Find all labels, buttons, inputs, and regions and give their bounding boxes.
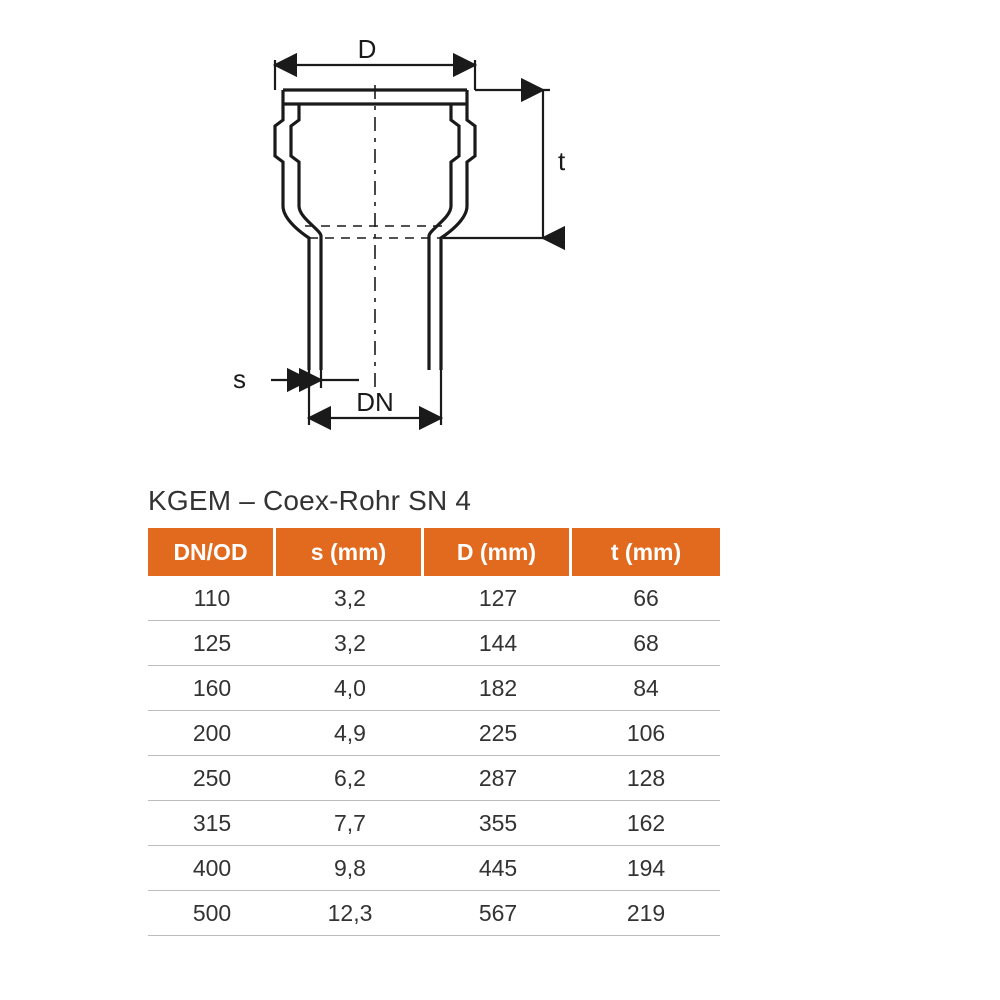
table-cell: 567 <box>424 891 572 936</box>
table-cell: 7,7 <box>276 801 424 846</box>
table-title: KGEM – Coex-Rohr SN 4 <box>148 485 471 517</box>
table-cell: 194 <box>572 846 720 891</box>
table-cell: 200 <box>148 711 276 756</box>
table-cell: 84 <box>572 666 720 711</box>
spec-table: DN/OD s (mm) D (mm) t (mm) 1103,21276612… <box>148 528 720 936</box>
table-cell: 68 <box>572 621 720 666</box>
pipe-diagram: D t DN s <box>175 30 645 450</box>
table-cell: 4,9 <box>276 711 424 756</box>
table-header-row: DN/OD s (mm) D (mm) t (mm) <box>148 528 720 576</box>
table-cell: 4,0 <box>276 666 424 711</box>
table-cell: 106 <box>572 711 720 756</box>
dim-label-t: t <box>558 146 566 176</box>
table-cell: 162 <box>572 801 720 846</box>
table-row: 1253,214468 <box>148 621 720 666</box>
col-header-dn-od: DN/OD <box>148 528 276 576</box>
table-cell: 144 <box>424 621 572 666</box>
table-cell: 12,3 <box>276 891 424 936</box>
table-cell: 66 <box>572 576 720 621</box>
table-cell: 160 <box>148 666 276 711</box>
table-cell: 182 <box>424 666 572 711</box>
dim-label-s: s <box>233 364 246 394</box>
table-cell: 125 <box>148 621 276 666</box>
table-cell: 9,8 <box>276 846 424 891</box>
table-row: 3157,7355162 <box>148 801 720 846</box>
table-row: 2004,9225106 <box>148 711 720 756</box>
table-cell: 287 <box>424 756 572 801</box>
dim-label-DN: DN <box>356 387 394 417</box>
table-row: 1604,018284 <box>148 666 720 711</box>
table-cell: 127 <box>424 576 572 621</box>
table-cell: 128 <box>572 756 720 801</box>
table-row: 4009,8445194 <box>148 846 720 891</box>
col-header-D: D (mm) <box>424 528 572 576</box>
table-cell: 400 <box>148 846 276 891</box>
table-cell: 315 <box>148 801 276 846</box>
table-row: 50012,3567219 <box>148 891 720 936</box>
col-header-t: t (mm) <box>572 528 720 576</box>
dim-label-D: D <box>358 34 377 64</box>
table-cell: 250 <box>148 756 276 801</box>
table-row: 1103,212766 <box>148 576 720 621</box>
table-cell: 110 <box>148 576 276 621</box>
table-cell: 500 <box>148 891 276 936</box>
table-cell: 355 <box>424 801 572 846</box>
table-row: 2506,2287128 <box>148 756 720 801</box>
table-cell: 6,2 <box>276 756 424 801</box>
col-header-s: s (mm) <box>276 528 424 576</box>
table-cell: 219 <box>572 891 720 936</box>
table-cell: 3,2 <box>276 576 424 621</box>
table-cell: 225 <box>424 711 572 756</box>
table-cell: 445 <box>424 846 572 891</box>
table-cell: 3,2 <box>276 621 424 666</box>
